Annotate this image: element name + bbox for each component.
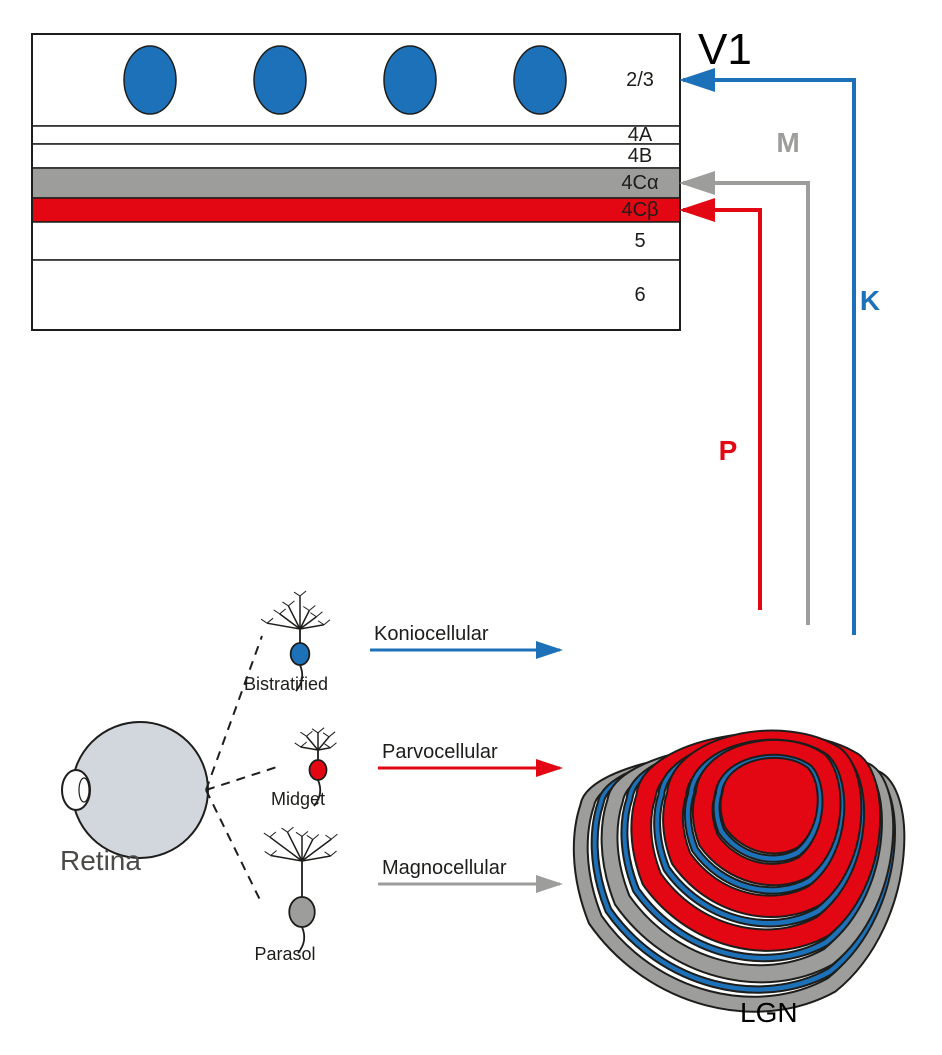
v1-layer-label: 6 xyxy=(634,284,645,306)
v1-blob xyxy=(514,46,566,114)
neuron-label: Midget xyxy=(271,789,325,809)
v1-layer xyxy=(32,222,680,260)
v1-box: 2/3 4A4B 4Cα 4Cβ 5 6 xyxy=(32,34,680,330)
retina-projection xyxy=(206,636,262,790)
cornea xyxy=(62,770,90,810)
v1-layer-label: 2/3 xyxy=(626,69,654,91)
pathway-p-arrow xyxy=(683,210,760,610)
v1-blob xyxy=(124,46,176,114)
lgn-layer xyxy=(721,758,818,854)
pathway-label: Koniocellular xyxy=(374,623,489,645)
pathway-k-arrow xyxy=(683,80,854,635)
v1-layer-label: 4B xyxy=(628,145,652,167)
neuron-label: Bistratified xyxy=(244,674,328,694)
pathway-m-arrow xyxy=(683,183,808,625)
retina-projection xyxy=(206,766,280,790)
pathway-k-label: K xyxy=(860,285,880,316)
v1-blob xyxy=(254,46,306,114)
pathway-label: Parvocellular xyxy=(382,741,498,763)
v1-blob xyxy=(384,46,436,114)
retina-eye xyxy=(62,722,208,858)
lgn xyxy=(574,731,904,1012)
pathway-p-label: P xyxy=(719,435,738,466)
v1-layer xyxy=(32,126,680,144)
v1-layer-label: 4A xyxy=(628,124,653,146)
v1-title: V1 xyxy=(698,25,752,74)
dendrite xyxy=(287,832,302,861)
v1-layer xyxy=(32,144,680,168)
v1-layer xyxy=(32,198,680,222)
pathway-label: Magnocellular xyxy=(382,857,507,879)
retina-projection xyxy=(206,790,262,904)
v1-layer-label: 4Cα xyxy=(621,172,658,194)
neuron-parasol xyxy=(264,827,338,953)
retina-label: Retina xyxy=(60,845,141,876)
lgn-label: LGN xyxy=(740,997,798,1028)
soma xyxy=(310,760,327,780)
v1-layer xyxy=(32,260,680,330)
soma xyxy=(289,897,315,927)
v1-layer-label: 4Cβ xyxy=(621,199,658,221)
v1-layer xyxy=(32,168,680,198)
soma xyxy=(291,643,310,665)
v1-layer-label: 5 xyxy=(634,230,645,252)
pathway-m-label: M xyxy=(776,127,799,158)
neuron-label: Parasol xyxy=(254,944,315,964)
